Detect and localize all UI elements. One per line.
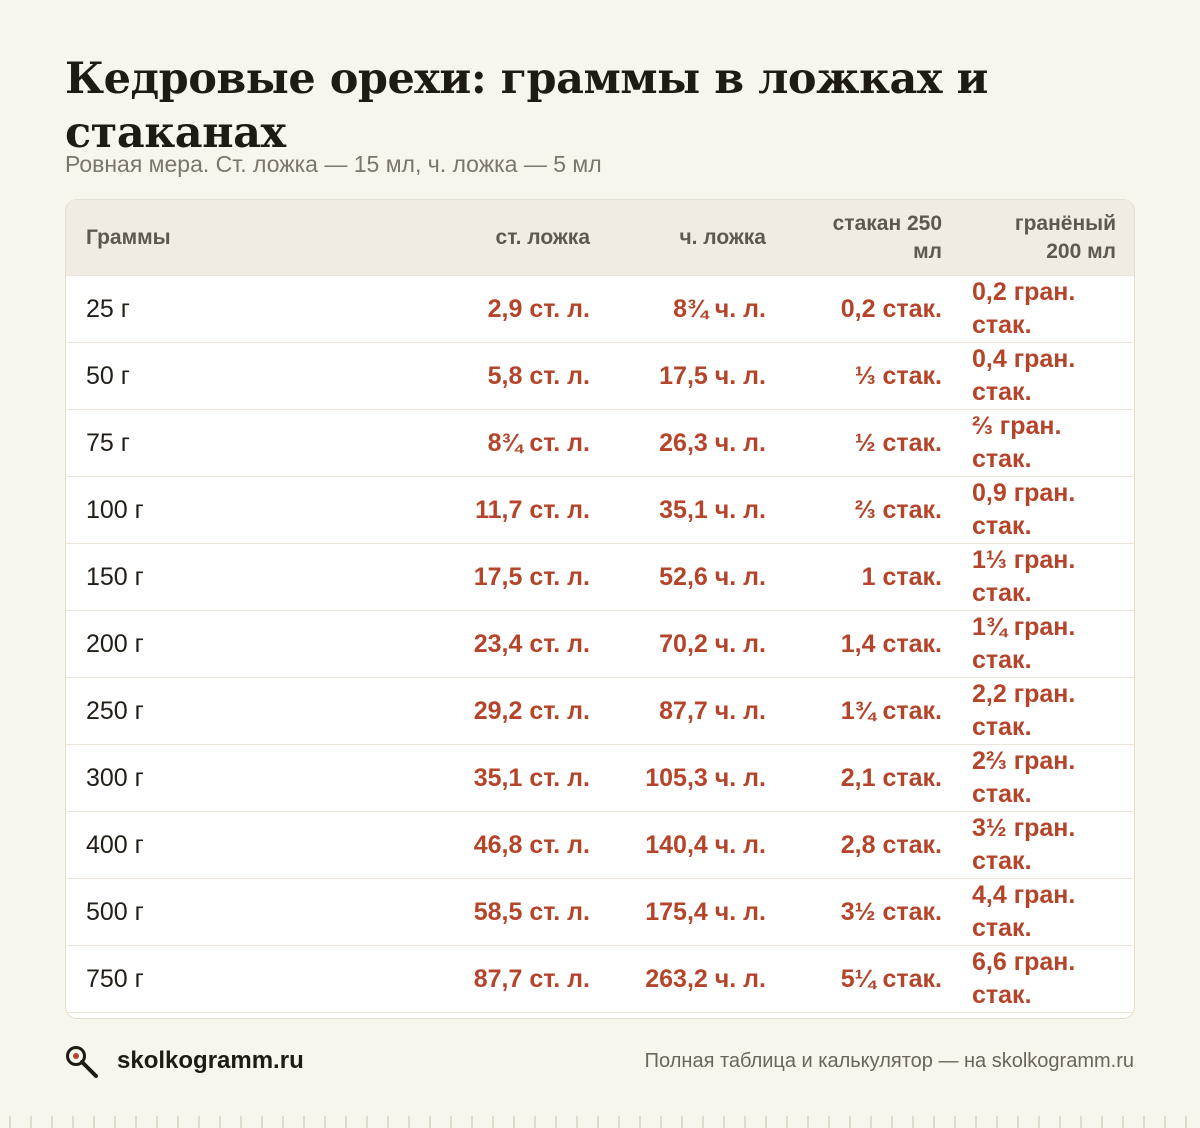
value-cell: 3½ гран. стак. (960, 811, 1134, 879)
value-cell: 0,2 стак. (784, 275, 960, 343)
value-cell: 263,2 ч. л. (608, 945, 784, 1013)
value-cell: 105,3 ч. л. (608, 744, 784, 812)
footer-note: Полная таблица и калькулятор — на skolko… (644, 1050, 1134, 1072)
table-row: 300 г 35,1 ст. л. 105,3 ч. л. 2,1 стак. 2⅔ г… (66, 744, 1134, 812)
table-body: 25 г 2,9 ст. л. 8¾ ч. л. 0,2 стак. 0,2 гран.… (66, 275, 1134, 1018)
value-cell: 2,1 стак. (784, 744, 960, 812)
value-cell: 8¾ ст. л. (441, 409, 608, 477)
column-header: ч. ложка (608, 200, 784, 276)
column-header: стакан 250 мл (784, 200, 960, 276)
table-row: 400 г 46,8 ст. л. 140,4 ч. л. 2,8 стак. 3½ г… (66, 811, 1134, 879)
value-cell: 11,7 ст. л. (441, 476, 608, 544)
value-cell: 87,7 ст. л. (441, 945, 608, 1013)
table-row: 50 г 5,8 ст. л. 17,5 ч. л. ⅓ стак. 0,4 гран.… (66, 342, 1134, 410)
subtitle: Ровная мера. Ст. ложка — 15 мл, ч. ложка… (65, 151, 602, 177)
value-cell: 6,6 гран. стак. (960, 945, 1134, 1013)
value-cell: 35,1 ч. л. (608, 476, 784, 544)
grams-cell: 400 г (66, 811, 441, 879)
value-cell: 117 ст. л. (441, 1012, 608, 1018)
value-cell: 4,4 гран. стак. (960, 878, 1134, 946)
column-header: ст. ложка (441, 200, 608, 276)
grams-cell: 500 г (66, 878, 441, 946)
table-row: 200 г 23,4 ст. л. 70,2 ч. л. 1,4 стак. 1¾ гр… (66, 610, 1134, 678)
table-row: 150 г 17,5 ст. л. 52,6 ч. л. 1 стак. 1⅓ гран… (66, 543, 1134, 611)
grams-cell: 750 г (66, 945, 441, 1013)
column-header: гранёный 200 мл (960, 200, 1134, 276)
value-cell: 175,4 ч. л. (608, 878, 784, 946)
value-cell: 5¼ стак. (784, 945, 960, 1013)
grams-cell: 150 г (66, 543, 441, 611)
table-row: 750 г 87,7 ст. л. 263,2 ч. л. 5¼ стак. 6,6 г… (66, 945, 1134, 1013)
table-row: 250 г 29,2 ст. л. 87,7 ч. л. 1¾ стак. 2,2 гр… (66, 677, 1134, 745)
brand: skolkogramm.ru (117, 1047, 304, 1074)
value-cell: 23,4 ст. л. (441, 610, 608, 678)
grams-cell: 250 г (66, 677, 441, 745)
table-card: Граммы ст. ложка ч. ложка стакан 250 мл гран… (65, 199, 1135, 1019)
table-row: 500 г 58,5 ст. л. 175,4 ч. л. 3½ стак. 4,4 г… (66, 878, 1134, 946)
value-cell: 3½ стак. (784, 878, 960, 946)
value-cell: ⅓ стак. (784, 342, 960, 410)
title: Кедровые орехи: граммы в ложках и стакан… (65, 54, 988, 158)
value-cell: 0,4 гран. стак. (960, 342, 1134, 410)
value-cell: 87,7 ч. л. (608, 677, 784, 745)
table-row: 25 г 2,9 ст. л. 8¾ ч. л. 0,2 стак. 0,2 гран.… (66, 275, 1134, 343)
value-cell: 17,5 ст. л. (441, 543, 608, 611)
value-cell: 0,2 гран. стак. (960, 275, 1134, 343)
value-cell: 140,4 ч. л. (608, 811, 784, 879)
value-cell: 1¾ гран. стак. (960, 610, 1134, 678)
value-cell: 5,8 ст. л. (441, 342, 608, 410)
value-cell: 8¾ ч. л. (608, 275, 784, 343)
grams-cell: 1000 г (66, 1012, 441, 1018)
grams-cell: 75 г (66, 409, 441, 477)
value-cell: 1¾ стак. (784, 677, 960, 745)
column-header: Граммы (66, 200, 441, 276)
value-cell: 2,2 гран. стак. (960, 677, 1134, 745)
value-cell: 7 стак. (784, 1012, 960, 1018)
value-cell: ⅔ гран. стак. (960, 409, 1134, 477)
value-cell: 26,3 ч. л. (608, 409, 784, 477)
value-cell: 52,6 ч. л. (608, 543, 784, 611)
value-cell: 1 стак. (784, 543, 960, 611)
table-row: 75 г 8¾ ст. л. 26,3 ч. л. ½ стак. ⅔ гран. ст… (66, 409, 1134, 477)
grams-cell: 300 г (66, 744, 441, 812)
grams-cell: 100 г (66, 476, 441, 544)
value-cell: ½ стак. (784, 409, 960, 477)
header-row: Граммы ст. ложка ч. ложка стакан 250 мл гран… (66, 200, 1134, 276)
value-cell: 17,5 ч. л. (608, 342, 784, 410)
value-cell: 0,9 гран. стак. (960, 476, 1134, 544)
grams-cell: 25 г (66, 275, 441, 343)
grams-cell: 200 г (66, 610, 441, 678)
grams-cell: 50 г (66, 342, 441, 410)
table: Граммы ст. ложка ч. ложка стакан 250 мл гран… (66, 200, 1134, 1018)
table-row: 100 г 11,7 ст. л. 35,1 ч. л. ⅔ стак. 0,9 гра… (66, 476, 1134, 544)
ruler-decoration (0, 1106, 1200, 1128)
value-cell: 350,9 ч. л. (608, 1012, 784, 1018)
value-cell: 1,4 стак. (784, 610, 960, 678)
logo-icon (66, 1046, 98, 1078)
value-cell: 2,9 ст. л. (441, 275, 608, 343)
value-cell: 58,5 ст. л. (441, 878, 608, 946)
value-cell: 70,2 ч. л. (608, 610, 784, 678)
table-row: 1000 г117 ст. л.350,9 ч. л.7 стак.8¾ гра… (66, 1012, 1134, 1018)
value-cell: 2,8 стак. (784, 811, 960, 879)
value-cell: 35,1 ст. л. (441, 744, 608, 812)
value-cell: 2⅔ гран. стак. (960, 744, 1134, 812)
value-cell: 29,2 ст. л. (441, 677, 608, 745)
value-cell: 8¾ гран. стак. (960, 1012, 1134, 1018)
value-cell: 1⅓ гран. стак. (960, 543, 1134, 611)
value-cell: ⅔ стак. (784, 476, 960, 544)
value-cell: 46,8 ст. л. (441, 811, 608, 879)
